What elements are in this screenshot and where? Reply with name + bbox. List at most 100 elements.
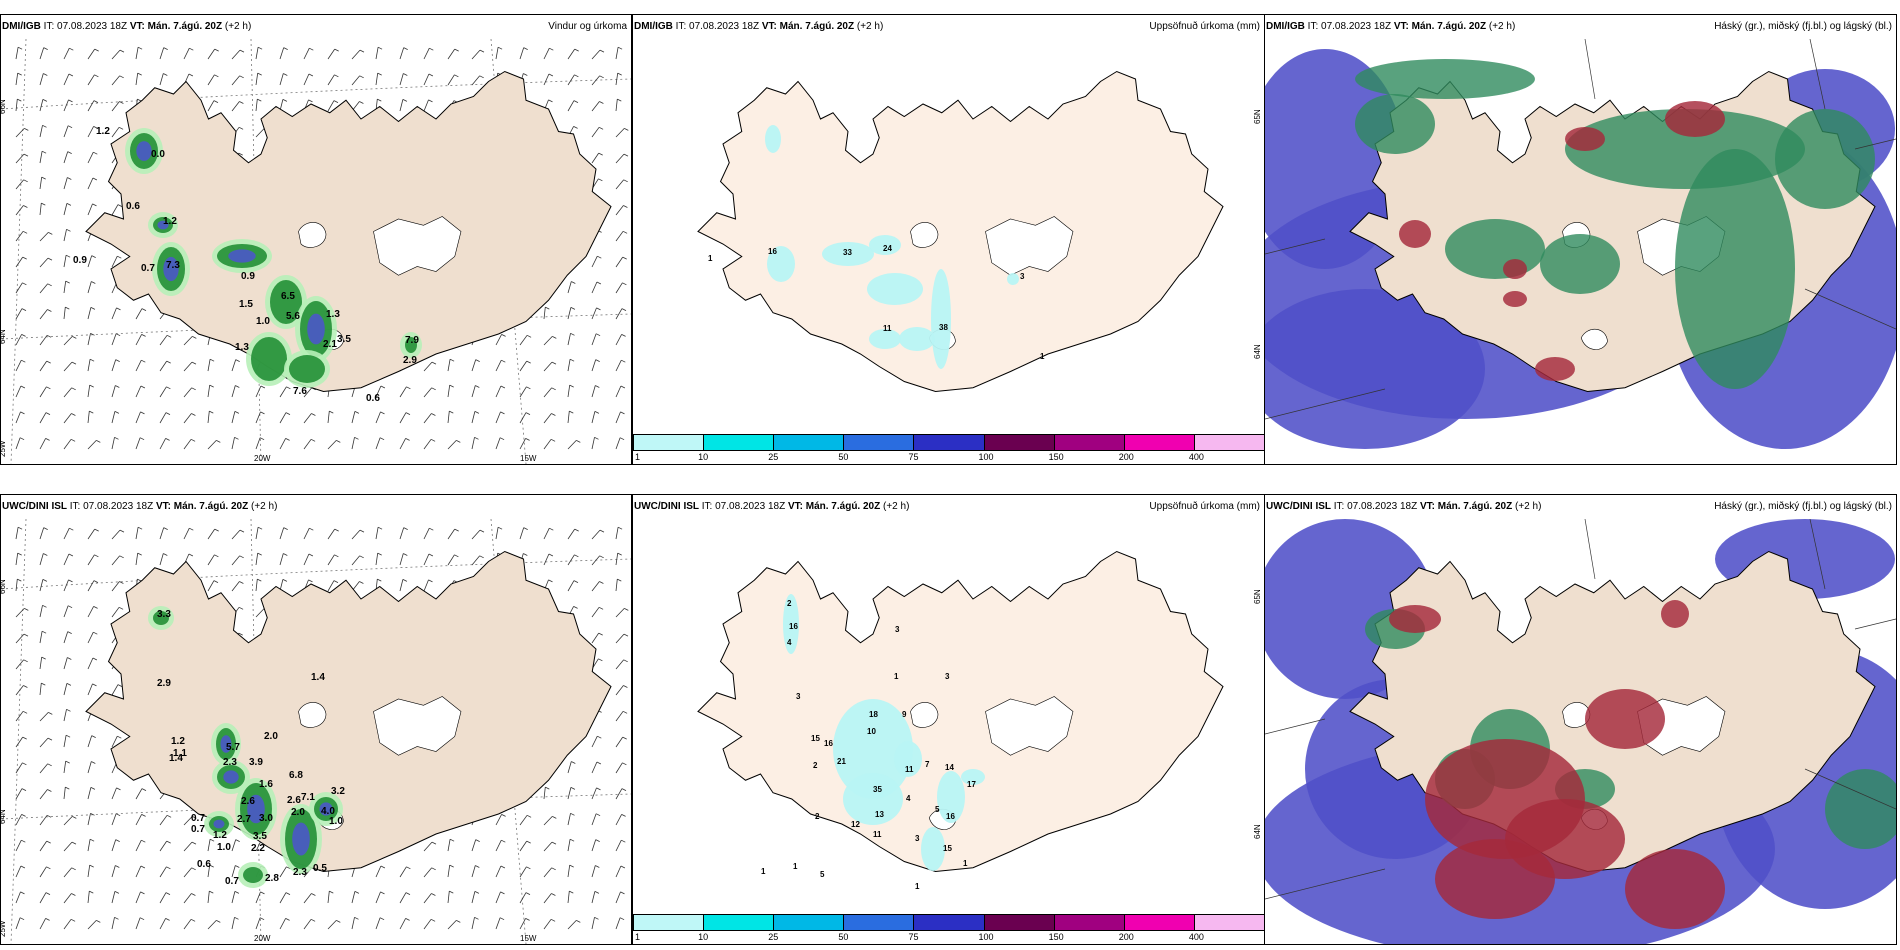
wind-barb-feather: [68, 73, 74, 77]
wind-barb: [111, 411, 116, 424]
wind-barb-feather: [41, 630, 47, 634]
it-label: IT:: [701, 501, 713, 512]
wind-barb-feather: [239, 49, 245, 53]
wind-barb-feather: [405, 892, 411, 895]
wind-barb: [15, 762, 23, 774]
wind-barb-feather: [239, 529, 245, 533]
wind-barb: [15, 360, 22, 372]
lon-line: [10, 519, 27, 944]
panel-wind-uwc: UWC/DINI ISL IT: 07.08.2023 18Z VT: Mán.…: [0, 494, 632, 945]
wind-barb: [471, 917, 475, 930]
wind-barb: [111, 607, 120, 618]
wind-barb: [87, 865, 91, 878]
wind-barb: [63, 683, 68, 696]
wind-barb: [351, 555, 361, 566]
precip-value: 1.2: [163, 216, 177, 227]
wind-barb-feather: [570, 812, 575, 816]
wind-barb-feather: [119, 581, 124, 584]
wind-barb: [351, 437, 355, 450]
wind-barb: [15, 788, 23, 800]
wind-barb-feather: [619, 917, 625, 921]
precip-heavy: [247, 794, 265, 824]
wind-barb-feather: [166, 386, 171, 390]
wind-barb-feather: [599, 101, 604, 104]
wind-barb-feather: [403, 553, 408, 556]
wind-barb-feather: [569, 890, 574, 894]
high-cloud: [1389, 605, 1441, 633]
colorbar-segment: [633, 914, 705, 931]
mid-cloud: [1355, 94, 1435, 154]
wind-barb-feather: [17, 46, 23, 50]
high-cloud: [1665, 101, 1725, 137]
wind-barb-feather: [617, 46, 623, 50]
wind-barb: [423, 73, 430, 86]
coastline: [85, 550, 612, 873]
high-cloud: [1565, 127, 1605, 151]
wind-barb: [207, 554, 215, 566]
wind-barb-feather: [377, 72, 382, 76]
colorbar-segment: [1053, 914, 1125, 931]
wind-barb-feather: [89, 890, 94, 894]
wind-barb-feather: [576, 440, 581, 443]
precip-value: 0.9: [241, 271, 255, 282]
wind-barb: [111, 49, 121, 60]
wind-barb-feather: [90, 812, 95, 816]
wind-barb-feather: [431, 867, 436, 871]
wind-barb: [159, 360, 168, 372]
wind-barb-feather: [71, 387, 76, 391]
precip-value: 2.0: [291, 807, 305, 818]
wind-barb: [63, 281, 67, 294]
glacier: [373, 216, 462, 276]
wind-barb: [447, 411, 450, 424]
precip-areas: [148, 606, 343, 888]
wind-barb: [207, 865, 211, 878]
lat-label: 64N: [1, 329, 7, 344]
wind-barb-feather: [308, 99, 313, 103]
lead-time: (+2 h): [1488, 21, 1516, 32]
wind-barb-feather: [23, 153, 29, 157]
wind-barb: [543, 528, 550, 540]
accum-value: 15: [811, 734, 820, 743]
wind-barb: [567, 281, 572, 294]
wind-barb: [111, 891, 116, 904]
wind-barb: [519, 438, 526, 450]
lon-line: [1809, 519, 1826, 590]
wind-barb: [255, 917, 261, 930]
wind-barb: [519, 360, 528, 372]
wind-barb-feather: [595, 385, 600, 388]
wind-barb: [543, 439, 552, 450]
precip-moderate: [243, 867, 263, 883]
wind-barb: [255, 891, 261, 904]
wind-barb-feather: [117, 204, 123, 207]
lon-line: [250, 519, 262, 944]
wind-barb-feather: [90, 787, 96, 790]
wind-barb-feather: [94, 74, 99, 78]
init-time: 07.08.2023 18Z: [689, 21, 760, 32]
wind-barb: [255, 579, 258, 592]
wind-barb: [519, 918, 526, 930]
wind-barb: [423, 48, 430, 60]
precip-moderate: [251, 337, 287, 381]
colorbar-tick: 1: [635, 932, 641, 942]
wind-barb: [39, 605, 43, 618]
colorbar-segment: [843, 434, 915, 451]
wind-barb-feather: [190, 438, 196, 442]
wind-barb: [39, 763, 49, 774]
wind-barb-feather: [65, 254, 71, 258]
wind-barb-feather: [43, 553, 48, 556]
wind-barb-feather: [551, 893, 556, 896]
colorbar-segment: [913, 914, 985, 931]
wind-barb-feather: [21, 814, 26, 817]
wind-barb: [255, 437, 261, 450]
it-label: IT:: [1307, 21, 1319, 32]
wind-barb-feather: [474, 436, 479, 440]
wind-barb: [447, 48, 456, 60]
accum-patch: [822, 242, 874, 266]
wind-barb: [39, 360, 48, 372]
wind-barb: [399, 918, 406, 930]
wind-barb: [495, 527, 499, 540]
wind-barb: [567, 554, 575, 566]
wind-barb-feather: [573, 606, 578, 609]
wind-barb-feather: [623, 179, 628, 183]
wind-barb-feather: [140, 891, 145, 895]
